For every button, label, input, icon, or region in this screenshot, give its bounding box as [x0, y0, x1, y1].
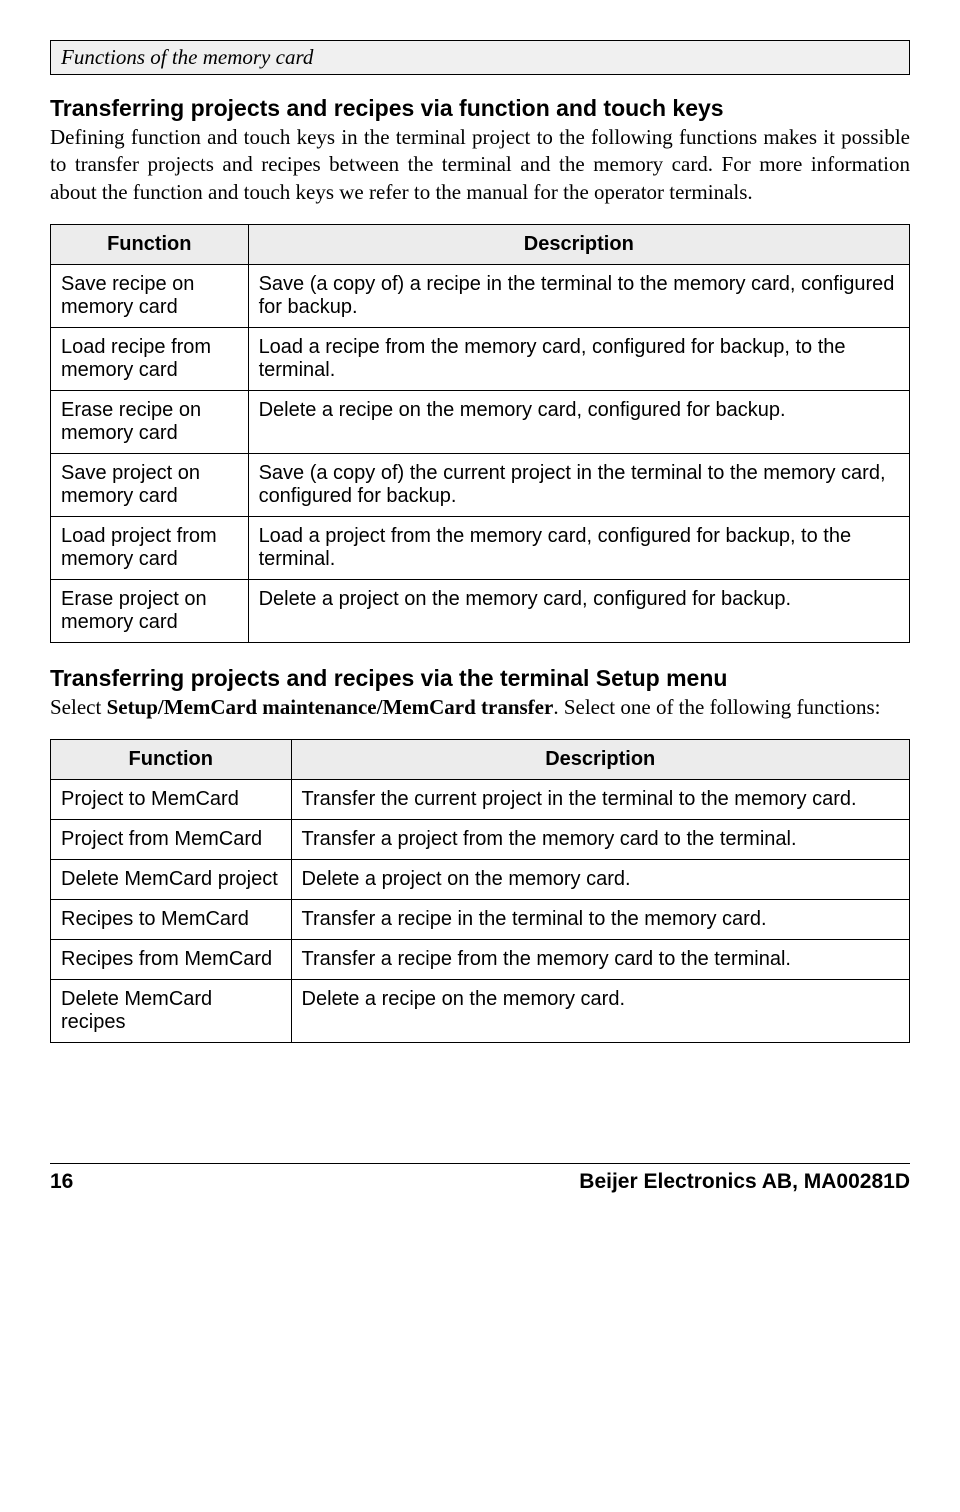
- t2-func: Recipes to MemCard: [51, 900, 292, 940]
- t2-desc: Transfer the current project in the term…: [291, 780, 909, 820]
- t2-func: Project from MemCard: [51, 820, 292, 860]
- t2-header-description: Description: [291, 740, 909, 780]
- t1-func: Save recipe on memory card: [51, 264, 249, 327]
- t2-header-function: Function: [51, 740, 292, 780]
- t1-desc: Save (a copy of) a recipe in the termina…: [248, 264, 909, 327]
- t2-desc: Transfer a recipe in the terminal to the…: [291, 900, 909, 940]
- page-header-box: Functions of the memory card: [50, 40, 910, 75]
- t2-func: Recipes from MemCard: [51, 940, 292, 980]
- table-row: Recipes to MemCardTransfer a recipe in t…: [51, 900, 910, 940]
- t1-header-description: Description: [248, 224, 909, 264]
- section2-heading: Transferring projects and recipes via th…: [50, 665, 910, 692]
- t1-func: Save project on memory card: [51, 453, 249, 516]
- table-row: Load project from memory cardLoad a proj…: [51, 516, 910, 579]
- table-row: Save project on memory cardSave (a copy …: [51, 453, 910, 516]
- t2-desc: Transfer a project from the memory card …: [291, 820, 909, 860]
- t1-desc: Load a project from the memory card, con…: [248, 516, 909, 579]
- functions-table-1: Function Description Save recipe on memo…: [50, 224, 910, 643]
- table-row: Load recipe from memory cardLoad a recip…: [51, 327, 910, 390]
- page-header-title: Functions of the memory card: [61, 45, 313, 69]
- table-row: Project from MemCardTransfer a project f…: [51, 820, 910, 860]
- section2-body-bold: Setup/MemCard maintenance/MemCard transf…: [107, 695, 554, 719]
- t2-func: Delete MemCard recipes: [51, 980, 292, 1043]
- t1-header-function: Function: [51, 224, 249, 264]
- t2-desc: Transfer a recipe from the memory card t…: [291, 940, 909, 980]
- table-row: Erase project on memory cardDelete a pro…: [51, 579, 910, 642]
- t2-desc: Delete a project on the memory card.: [291, 860, 909, 900]
- footer-page-number: 16: [50, 1170, 73, 1194]
- table-row: Delete MemCard recipesDelete a recipe on…: [51, 980, 910, 1043]
- table-row: Project to MemCardTransfer the current p…: [51, 780, 910, 820]
- section1-body: Defining function and touch keys in the …: [50, 124, 910, 206]
- t2-func: Project to MemCard: [51, 780, 292, 820]
- table-row: Erase recipe on memory cardDelete a reci…: [51, 390, 910, 453]
- t1-desc: Delete a recipe on the memory card, conf…: [248, 390, 909, 453]
- t1-func: Load project from memory card: [51, 516, 249, 579]
- t1-desc: Save (a copy of) the current project in …: [248, 453, 909, 516]
- page-footer: 16 Beijer Electronics AB, MA00281D: [50, 1163, 910, 1194]
- section2-body-pre: Select: [50, 695, 107, 719]
- t1-desc: Load a recipe from the memory card, conf…: [248, 327, 909, 390]
- table-row: Delete MemCard projectDelete a project o…: [51, 860, 910, 900]
- section1-heading: Transferring projects and recipes via fu…: [50, 95, 910, 122]
- t2-desc: Delete a recipe on the memory card.: [291, 980, 909, 1043]
- functions-table-2: Function Description Project to MemCardT…: [50, 739, 910, 1043]
- table-row: Recipes from MemCardTransfer a recipe fr…: [51, 940, 910, 980]
- t1-func: Load recipe from memory card: [51, 327, 249, 390]
- t1-func: Erase project on memory card: [51, 579, 249, 642]
- table-row: Save recipe on memory cardSave (a copy o…: [51, 264, 910, 327]
- t2-func: Delete MemCard project: [51, 860, 292, 900]
- t1-desc: Delete a project on the memory card, con…: [248, 579, 909, 642]
- footer-doc-id: Beijer Electronics AB, MA00281D: [579, 1170, 910, 1194]
- section2-body: Select Setup/MemCard maintenance/MemCard…: [50, 694, 910, 721]
- section2-body-post: . Select one of the following functions:: [553, 695, 880, 719]
- t1-func: Erase recipe on memory card: [51, 390, 249, 453]
